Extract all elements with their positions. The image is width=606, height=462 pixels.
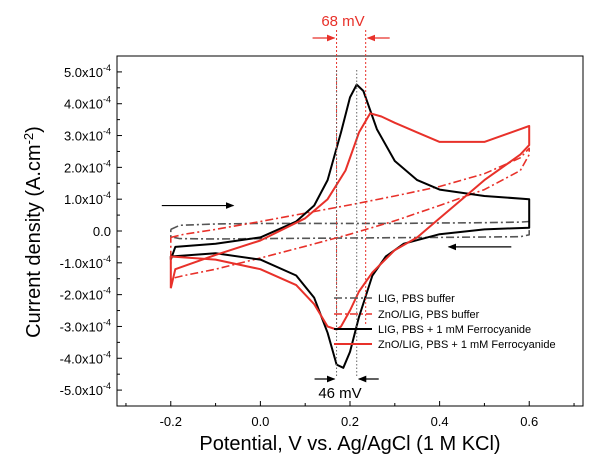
x-axis-ticks: -0.2 0.0 0.2 0.4 0.6 [125,401,575,429]
y-tick-label: 5.0x10-4 [64,63,111,80]
series-lig-pbs-1-mm-ferrocyanide [169,83,531,369]
y-axis-title-exponent: -2 [21,133,36,145]
legend-item: ZnO/LIG, PBS buffer [334,309,480,321]
legend-label-zno-lig-pbs: ZnO/LIG, PBS buffer [378,309,480,321]
y-tick-label: 1.0x10-4 [64,190,111,207]
y-tick-label: 2.0x10-4 [64,158,111,175]
series-layer [169,83,531,369]
series-zno-lig-pbs-buffer [170,147,530,280]
legend-label-zno-lig-ferrocyanide: ZnO/LIG, PBS + 1 mM Ferrocyanide [378,339,556,351]
x-tick-label: 0.0 [251,414,269,429]
y-tick-label: 3.0x10-4 [64,127,111,144]
y-tick-label: -5.0x10-4 [60,381,111,398]
y-tick-label: -1.0x10-4 [60,254,111,271]
y-axis-title-main: Current density (A.cm [23,144,45,337]
y-axis-title: Current density (A.cm-2) [21,126,45,338]
y-tick-label: -4.0x10-4 [60,349,111,366]
peak-separation-bottom-label: 46 mV [318,385,361,402]
peak-separation-top-label: 68 mV [321,13,364,30]
y-tick-label: 0.0 [93,224,111,239]
annotation-layer [161,30,512,383]
y-axis-title-close: ) [23,126,45,133]
x-tick-label: 0.2 [341,414,359,429]
legend-label-lig-pbs: LIG, PBS buffer [378,293,455,305]
x-axis-title: Potential, V vs. Ag/AgCl (1 M KCl) [199,433,500,455]
legend-item: LIG, PBS + 1 mM Ferrocyanide [334,324,531,336]
legend-item: ZnO/LIG, PBS + 1 mM Ferrocyanide [334,339,556,351]
x-tick-label: 0.6 [520,414,538,429]
y-axis-ticks: 5.0x10-4 4.0x10-4 3.0x10-4 2.0x10-4 1.0x10-4… [60,63,122,398]
legend-label-lig-ferrocyanide: LIG, PBS + 1 mM Ferrocyanide [378,324,531,336]
series-zno-lig-pbs-1-mm-ferrocyanide [169,112,531,331]
legend: LIG, PBS buffer ZnO/LIG, PBS buffer LIG,… [334,293,556,351]
y-tick-label: -3.0x10-4 [60,317,111,334]
y-tick-label: -2.0x10-4 [60,286,111,303]
y-tick-label: 4.0x10-4 [64,95,111,112]
legend-item: LIG, PBS buffer [334,293,455,305]
x-tick-label: -0.2 [160,414,182,429]
x-tick-label: 0.4 [431,414,449,429]
